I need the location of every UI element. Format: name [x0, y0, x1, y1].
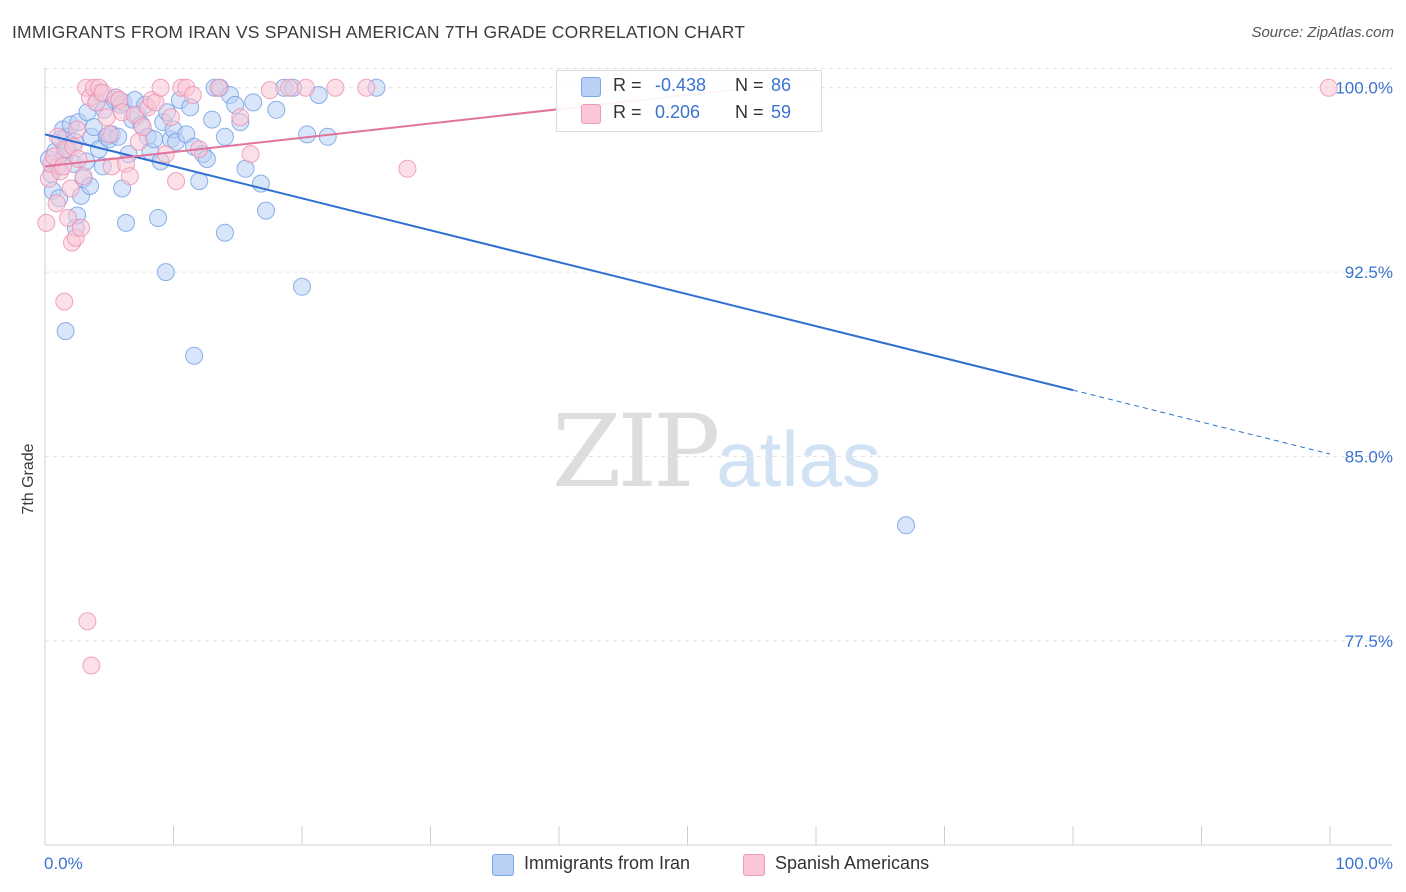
spanish-point: [72, 218, 90, 237]
iran-trendline: [44, 133, 1074, 392]
iran-point: [257, 201, 275, 220]
legend-row-iran: R = -0.438 N = 86: [581, 74, 817, 100]
y-tick-label: 92.5%: [1345, 263, 1393, 282]
iran-point: [298, 125, 317, 144]
iran-point: [156, 263, 175, 282]
y-tick-label: 77.5%: [1345, 632, 1393, 651]
spanish-point: [120, 167, 139, 186]
bottom-legend-swatch-iran: [492, 854, 514, 876]
spanish-point: [59, 209, 78, 227]
x-tick-label-min: 0.0%: [44, 854, 83, 873]
iran-point: [185, 346, 204, 365]
legend-r-label: R =: [613, 102, 642, 122]
source-label: Source: ZipAtlas.com: [1251, 24, 1394, 41]
iran-point: [318, 127, 337, 146]
spanish-point: [129, 132, 148, 151]
chart-title: IMMIGRANTS FROM IRAN VS SPANISH AMERICAN…: [12, 22, 746, 42]
bottom-legend-spanish[interactable]: Spanish Americans: [743, 852, 973, 876]
iran-trendline-extension: [1072, 389, 1331, 455]
iran-point: [117, 213, 135, 232]
spanish-point: [68, 120, 87, 139]
legend-swatch-iran: [581, 77, 601, 97]
y-tick-label: 100.0%: [1335, 79, 1393, 98]
trend-layer: [44, 86, 1331, 455]
legend-n-value: 59: [771, 102, 792, 122]
y-tick-label: 85.0%: [1345, 448, 1393, 467]
iran-point: [215, 127, 234, 146]
spanish-point: [167, 172, 186, 191]
spanish-point: [326, 78, 345, 97]
iran-point: [293, 277, 311, 296]
spanish-point: [280, 78, 299, 97]
bottom-legend-label-spanish: Spanish Americans: [775, 853, 930, 873]
spanish-point: [260, 81, 279, 100]
spanish-point: [37, 213, 56, 232]
spanish-point: [74, 167, 93, 186]
spanish-point: [1319, 78, 1338, 97]
spanish-point: [100, 125, 119, 144]
spanish-point: [151, 78, 170, 97]
spanish-point: [398, 159, 417, 178]
bottom-legend-iran[interactable]: Immigrants from Iran: [492, 852, 722, 876]
spanish-point: [183, 86, 202, 104]
spanish-point: [357, 78, 376, 97]
iran-point: [267, 100, 286, 119]
spanish-point: [241, 145, 260, 164]
iran-point: [244, 93, 263, 112]
spanish-point: [97, 108, 116, 127]
iran-point: [56, 322, 75, 341]
legend-r-label: R =: [613, 75, 642, 95]
iran-point: [215, 223, 234, 242]
iran-point: [897, 516, 915, 535]
spanish-point: [54, 157, 72, 176]
spanish-point: [69, 150, 88, 168]
iran-point: [149, 209, 168, 227]
spanish-point: [82, 656, 101, 675]
spanish-point: [231, 108, 250, 127]
spanish-point: [296, 78, 315, 97]
bottom-legend-label-iran: Immigrants from Iran: [524, 853, 691, 873]
axis-layer: [44, 68, 1392, 846]
legend-n-label: N =: [735, 102, 764, 122]
legend-r-value: 0.206: [655, 102, 701, 122]
legend-row-spanish: R = 0.206 N = 59: [581, 101, 817, 127]
legend-n-value: 86: [771, 75, 792, 95]
legend-n-label: N =: [735, 75, 764, 95]
legend-swatch-spanish: [581, 104, 601, 124]
spanish-point: [78, 612, 97, 631]
x-tick-label-max: 100.0%: [1335, 854, 1393, 873]
bottom-legend-swatch-spanish: [743, 854, 765, 876]
spanish-point: [55, 292, 74, 311]
tick-label-layer: 77.5% 85.0% 92.5% 100.0% 0.0% 100.0%: [44, 79, 1393, 873]
spanish-point: [61, 179, 80, 198]
iran-point: [203, 110, 222, 129]
spanish-point: [161, 108, 180, 127]
spanish-point: [47, 194, 66, 213]
correlation-legend: R = -0.438 N = 86 R = 0.206 N = 59: [556, 70, 822, 132]
legend-r-value: -0.438: [655, 75, 707, 95]
points-layer: [37, 78, 1338, 675]
spanish-point: [133, 118, 152, 136]
spanish-point: [209, 78, 228, 97]
